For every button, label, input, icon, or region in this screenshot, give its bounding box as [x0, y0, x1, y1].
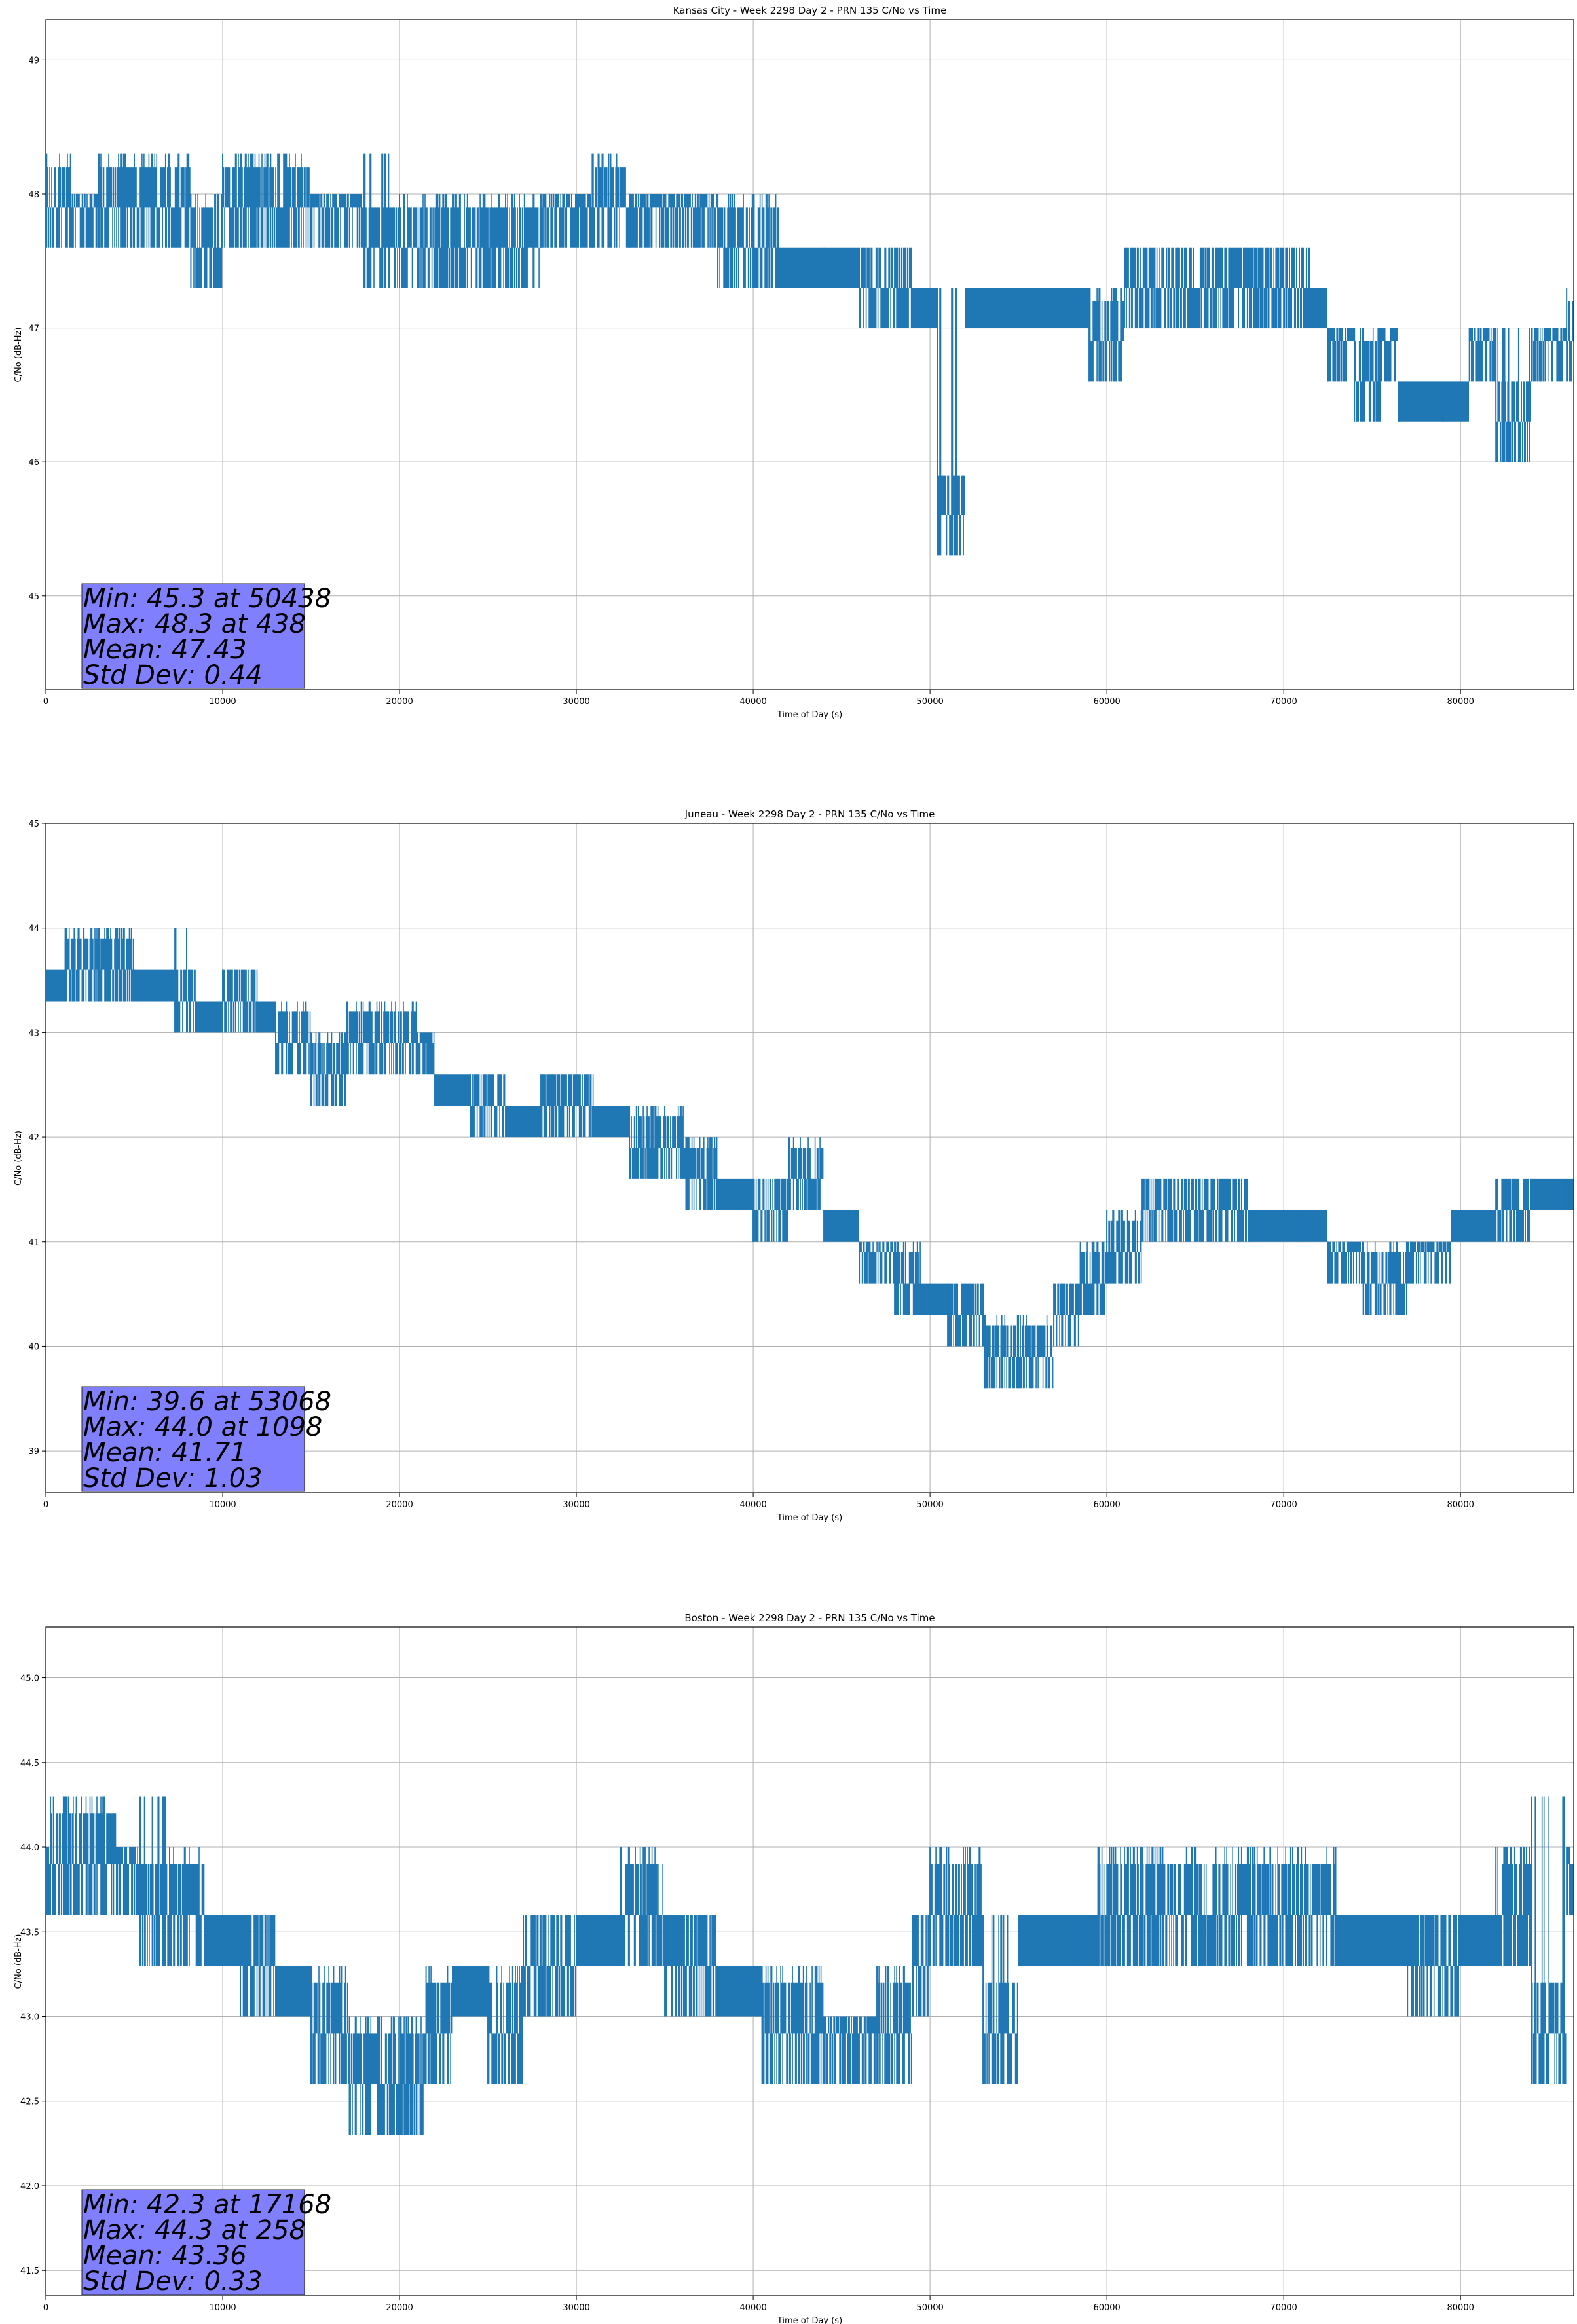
x-tick-label: 10000 — [209, 697, 236, 707]
x-tick-label: 80000 — [1447, 2303, 1474, 2313]
y-tick-label: 45 — [28, 819, 39, 829]
chart-panel-2: 0 10000 20000 30000 40000 50000 60000 70000 8000… — [14, 808, 1574, 1523]
x-tick-label: 20000 — [386, 2303, 413, 2313]
y-tick-label: 40 — [28, 1342, 39, 1352]
series-line — [46, 153, 1574, 556]
chart-panel-3: 0 10000 20000 30000 40000 50000 60000 70000 8000… — [14, 1612, 1574, 2324]
stats-line: Min: 45.3 at 50438 — [83, 584, 331, 614]
stats-line: Min: 39.6 at 53068 — [83, 1387, 331, 1417]
y-tick-label: 42 — [28, 1133, 39, 1143]
x-tick-label: 80000 — [1447, 697, 1474, 707]
y-tick-label: 43 — [28, 1028, 39, 1038]
y-tick-label: 41 — [28, 1238, 39, 1248]
series-line — [46, 1796, 1574, 2135]
y-tick-label: 44 — [28, 924, 39, 934]
x-tick-label: 20000 — [386, 697, 413, 707]
chart-title: Kansas City - Week 2298 Day 2 - PRN 135 … — [673, 5, 947, 16]
x-tick-label: 0 — [43, 1500, 48, 1510]
x-tick-label: 50000 — [916, 1500, 943, 1510]
y-tick-label: 44.5 — [20, 1759, 39, 1769]
stats-line: Max: 44.3 at 258 — [83, 2215, 306, 2245]
x-axis-label: Time of Day (s) — [777, 710, 842, 720]
x-tick-label: 10000 — [209, 1500, 236, 1510]
y-tick-label: 39 — [28, 1447, 39, 1457]
y-tick-label: 47 — [28, 324, 39, 334]
series-path — [46, 153, 1574, 556]
y-tick-label: 45 — [28, 592, 39, 602]
y-axis-label: C/No (dB-Hz) — [14, 1131, 24, 1186]
y-tick-label: 43.0 — [20, 2013, 39, 2023]
x-tick-label: 50000 — [916, 697, 943, 707]
chart-title: Juneau - Week 2298 Day 2 - PRN 135 C/No … — [684, 808, 935, 820]
x-tick-label: 80000 — [1447, 1500, 1474, 1510]
x-tick-label: 60000 — [1093, 2303, 1120, 2313]
chart-title: Boston - Week 2298 Day 2 - PRN 135 C/No … — [684, 1612, 935, 1624]
y-tick-label: 43.5 — [20, 1928, 39, 1938]
x-tick-label: 70000 — [1270, 697, 1297, 707]
x-tick-label: 40000 — [739, 1500, 766, 1510]
series-path — [46, 928, 1574, 1389]
y-tick-label: 41.5 — [20, 2266, 39, 2276]
y-tick-label: 42.0 — [20, 2182, 39, 2192]
series-path — [46, 1796, 1574, 2135]
stats-line: Std Dev: 1.03 — [83, 1463, 263, 1493]
chart-panel-1: 0 10000 20000 30000 40000 50000 60000 70000 8000… — [14, 5, 1574, 720]
y-tick-label: 44.0 — [20, 1843, 39, 1853]
x-tick-label: 20000 — [386, 1500, 413, 1510]
x-tick-label: 60000 — [1093, 1500, 1120, 1510]
plot-frame — [45, 19, 1574, 690]
x-tick-label: 10000 — [209, 2303, 236, 2313]
stats-box — [81, 2189, 305, 2295]
x-tick-label: 40000 — [739, 697, 766, 707]
x-axis-label: Time of Day (s) — [777, 2316, 842, 2324]
x-tick-label: 60000 — [1093, 697, 1120, 707]
x-axis-label: Time of Day (s) — [777, 1513, 842, 1523]
x-tick-label: 0 — [43, 2303, 48, 2313]
stats-line: Std Dev: 0.33 — [83, 2266, 263, 2296]
stats-line: Max: 44.0 at 1098 — [83, 1412, 322, 1442]
stats-box — [81, 583, 305, 689]
stats-line: Mean: 43.36 — [83, 2241, 247, 2271]
stats-box — [81, 1386, 305, 1492]
stats-line: Mean: 47.43 — [83, 635, 247, 665]
y-axis-label: C/No (dB-Hz) — [14, 328, 24, 383]
plot-frame — [45, 1626, 1574, 2296]
x-tick-label: 30000 — [563, 2303, 589, 2313]
y-axis-label: C/No (dB-Hz) — [14, 1934, 24, 1989]
series-line — [46, 928, 1574, 1389]
y-tick-label: 48 — [28, 190, 39, 200]
plot-frame — [45, 823, 1574, 1493]
x-tick-label: 70000 — [1270, 2303, 1297, 2313]
y-tick-label: 46 — [28, 458, 39, 468]
stats-line: Min: 42.3 at 17168 — [83, 2190, 331, 2220]
y-tick-label: 49 — [28, 56, 39, 66]
x-tick-label: 30000 — [563, 697, 589, 707]
x-tick-label: 40000 — [739, 2303, 766, 2313]
x-tick-label: 30000 — [563, 1500, 589, 1510]
stats-line: Std Dev: 0.44 — [83, 660, 263, 690]
x-tick-label: 70000 — [1270, 1500, 1297, 1510]
stats-line: Max: 48.3 at 438 — [83, 609, 306, 639]
y-tick-label: 45.0 — [20, 1674, 39, 1684]
y-tick-label: 42.5 — [20, 2097, 39, 2107]
stats-line: Mean: 41.71 — [83, 1438, 247, 1468]
x-tick-label: 50000 — [916, 2303, 943, 2313]
x-tick-label: 0 — [43, 697, 48, 707]
